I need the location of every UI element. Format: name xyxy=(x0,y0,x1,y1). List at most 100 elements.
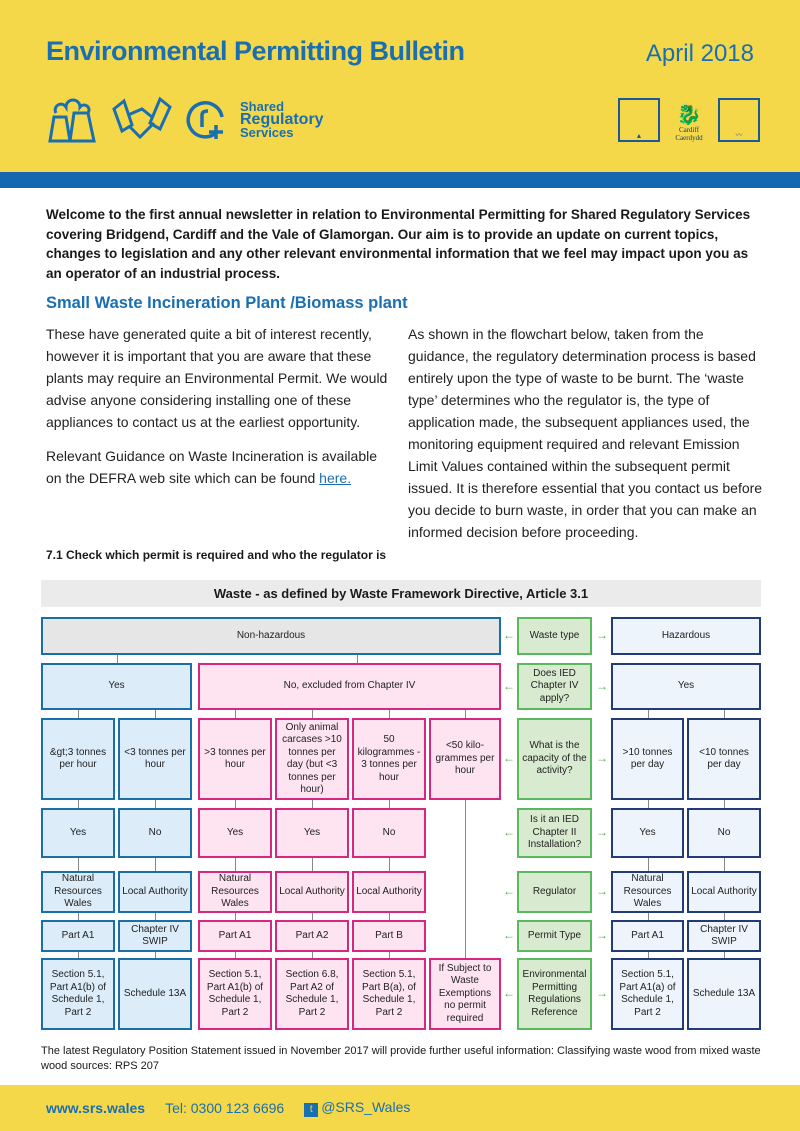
hazardous-box: Hazardous xyxy=(611,617,761,655)
flowchart-cell: No xyxy=(352,808,426,858)
connector-line xyxy=(155,952,156,958)
connector-line xyxy=(724,952,725,958)
srs-logo-text: Shared Regulatory Services xyxy=(240,98,324,140)
connector-line xyxy=(648,710,649,718)
connector-line xyxy=(155,913,156,920)
connector-line xyxy=(155,858,156,871)
connector-line xyxy=(389,800,390,808)
telephone: Tel: 0300 123 6696 xyxy=(165,1100,285,1116)
flowchart-cell: Natural Resources Wales xyxy=(41,871,115,913)
flowchart-cell: Yes xyxy=(41,808,115,858)
arrow-left-icon: ← xyxy=(503,825,515,839)
connector-line xyxy=(78,800,79,808)
flowchart-cell: Natural Resources Wales xyxy=(198,871,272,913)
connector-line xyxy=(312,952,313,958)
intro-paragraph: Welcome to the first annual newsletter i… xyxy=(46,207,751,281)
twitter-handle[interactable]: t @SRS_Wales xyxy=(304,1099,410,1117)
flowchart-cell: No xyxy=(687,808,761,858)
question-box: Is it an IED Chapter II Installation? xyxy=(517,808,592,858)
vale-of-glamorgan-logo: 〰 xyxy=(718,98,760,142)
section-heading: Small Waste Incineration Plant /Biomass … xyxy=(46,294,408,312)
connector-line xyxy=(235,800,236,808)
connector-line xyxy=(389,952,390,958)
dragon-icon: 🐉 xyxy=(676,104,702,126)
connector-line xyxy=(389,913,390,920)
flowchart-cell: Section 5.1, Part A1(a) of Schedule 1, P… xyxy=(611,958,684,1030)
left-paragraph-2: Relevant Guidance on Waste Incineration … xyxy=(46,448,378,486)
cardiff-logo: 🐉 Cardiff Caerdydd xyxy=(668,98,710,142)
question-box: What is the capacity of the activity? xyxy=(517,718,592,800)
flowchart-cell: <10 tonnes per day xyxy=(687,718,761,800)
flowchart-cell: Section 5.1, Part A1(b) of Schedule 1, P… xyxy=(41,958,115,1030)
flowchart-cell: Schedule 13A xyxy=(118,958,192,1030)
non-hazardous-box: Non-hazardous xyxy=(41,617,501,655)
flowchart-cell: <50 kilo-grammes per hour xyxy=(429,718,501,800)
right-paragraph: As shown in the flowchart below, taken f… xyxy=(408,326,763,540)
connector-line xyxy=(465,710,466,718)
connector-line xyxy=(235,913,236,920)
flowchart-cell: Chapter IV SWIP xyxy=(118,920,192,952)
connector-line xyxy=(465,800,466,958)
twitter-icon: t xyxy=(304,1103,319,1117)
flowchart-cell: Section 5.1, Part B(a), of Schedule 1, P… xyxy=(352,958,426,1030)
handshake-icon xyxy=(112,96,172,140)
connector-line xyxy=(312,800,313,808)
flowchart-cell: Chapter IV SWIP xyxy=(687,920,761,952)
connector-line xyxy=(648,952,649,958)
flowchart-cell: Only animal carcases >10 tonnes per day … xyxy=(275,718,349,800)
connector-line xyxy=(389,710,390,718)
left-column: These have generated quite a bit of inte… xyxy=(46,323,391,501)
flowchart-cell: Section 5.1, Part A1(b) of Schedule 1, P… xyxy=(198,958,272,1030)
connector-line xyxy=(312,710,313,718)
connector-line xyxy=(724,913,725,920)
flowchart-cell: >3 tonnes per hour xyxy=(198,718,272,800)
connector-line xyxy=(312,858,313,871)
flowchart-cell: <3 tonnes per hour xyxy=(118,718,192,800)
connector-line xyxy=(117,655,118,663)
header-icons: Shared Regulatory Services xyxy=(46,95,324,143)
connector-line xyxy=(78,952,79,958)
flowchart-cell: Local Authority xyxy=(352,871,426,913)
flowchart-cell: If Subject to Waste Exemptions no permit… xyxy=(429,958,501,1030)
connector-line xyxy=(724,858,725,871)
connector-line xyxy=(724,800,725,808)
flowchart-cell: No xyxy=(118,808,192,858)
connector-line xyxy=(235,710,236,718)
flowchart-cell: 50 kilogrammes - 3 tonnes per hour xyxy=(352,718,426,800)
bridgend-logo: ▲ xyxy=(618,98,660,142)
here-link[interactable]: here. xyxy=(319,470,352,486)
flowchart-cell: Part B xyxy=(352,920,426,952)
connector-line xyxy=(155,710,156,718)
arrow-right-icon: → xyxy=(596,884,608,898)
arrow-left-icon: ← xyxy=(503,628,515,642)
flowchart-cell: Local Authority xyxy=(687,871,761,913)
bulletin-date: April 2018 xyxy=(645,40,754,67)
connector-line xyxy=(155,800,156,808)
website-link[interactable]: www.srs.wales xyxy=(46,1100,146,1116)
flowchart-cell: Yes xyxy=(198,808,272,858)
arrow-right-icon: → xyxy=(596,628,608,642)
flowchart-cell: Part A1 xyxy=(198,920,272,952)
connector-line xyxy=(389,858,390,871)
arrow-left-icon: ← xyxy=(503,928,515,942)
question-box: Does IED Chapter IV apply? xyxy=(517,663,592,710)
arrow-left-icon: ← xyxy=(503,678,515,693)
right-column: As shown in the flowchart below, taken f… xyxy=(408,323,763,555)
flowchart-cell: Yes xyxy=(611,808,684,858)
header-banner: Environmental Permitting Bulletin April … xyxy=(0,0,800,172)
connector-line xyxy=(648,858,649,871)
flowchart-cell: Natural Resources Wales xyxy=(611,871,684,913)
connector-line xyxy=(235,858,236,871)
arrow-left-icon: ← xyxy=(503,751,515,765)
question-box: Environmental Permitting Regulations Ref… xyxy=(517,958,592,1030)
flowchart-cell: Part A2 xyxy=(275,920,349,952)
flowchart-cell: Local Authority xyxy=(118,871,192,913)
connector-line xyxy=(78,710,79,718)
question-box: Waste type xyxy=(517,617,592,655)
council-logos: ▲ 🐉 Cardiff Caerdydd 〰 xyxy=(618,98,760,142)
connector-line xyxy=(235,952,236,958)
hazardous-chapter-iv-yes-box: Yes xyxy=(611,663,761,710)
arrow-right-icon: → xyxy=(596,825,608,839)
connector-line xyxy=(78,913,79,920)
flowchart-cell: Section 6.8, Part A2 of Schedule 1, Part… xyxy=(275,958,349,1030)
